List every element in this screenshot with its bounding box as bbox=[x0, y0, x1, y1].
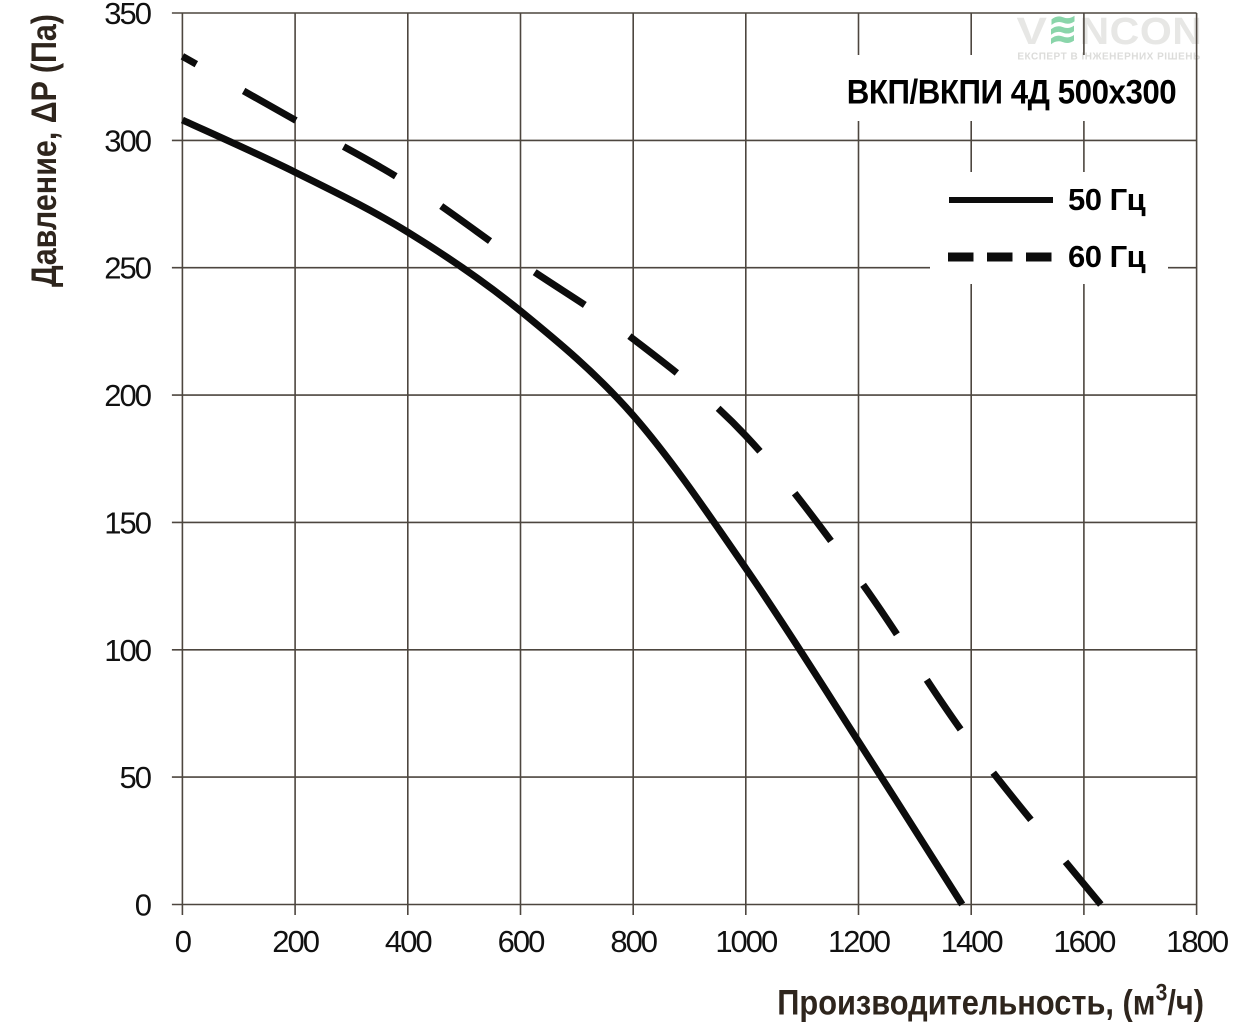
svg-text:800: 800 bbox=[610, 924, 657, 959]
svg-text:0: 0 bbox=[135, 888, 152, 923]
svg-text:ВКП/ВКПИ 4Д 500x300: ВКП/ВКПИ 4Д 500x300 bbox=[847, 72, 1176, 111]
svg-text:100: 100 bbox=[104, 633, 151, 668]
svg-text:200: 200 bbox=[104, 378, 151, 413]
svg-text:50: 50 bbox=[120, 760, 152, 795]
svg-text:50 Гц: 50 Гц bbox=[1068, 182, 1146, 217]
svg-text:150: 150 bbox=[104, 505, 151, 540]
svg-text:350: 350 bbox=[104, 0, 151, 31]
svg-text:300: 300 bbox=[104, 123, 151, 158]
svg-text:ЕКСПЕРТ В ІНЖЕНЕРНИХ РІШЕНЬ: ЕКСПЕРТ В ІНЖЕНЕРНИХ РІШЕНЬ bbox=[1017, 52, 1200, 63]
svg-text:Давление, ΔP (Па): Давление, ΔP (Па) bbox=[24, 14, 63, 287]
svg-text:1600: 1600 bbox=[1053, 924, 1116, 959]
svg-text:Производительность, (м3/ч): Производительность, (м3/ч) bbox=[777, 979, 1204, 1022]
svg-text:1400: 1400 bbox=[941, 924, 1004, 959]
svg-text:1200: 1200 bbox=[828, 924, 891, 959]
svg-text:0: 0 bbox=[175, 924, 192, 959]
svg-text:250: 250 bbox=[104, 251, 151, 286]
svg-text:600: 600 bbox=[498, 924, 545, 959]
svg-text:1000: 1000 bbox=[715, 924, 778, 959]
svg-text:200: 200 bbox=[272, 924, 319, 959]
svg-text:400: 400 bbox=[385, 924, 432, 959]
svg-text:1800: 1800 bbox=[1166, 924, 1229, 959]
svg-text:NCON: NCON bbox=[1080, 10, 1203, 52]
svg-text:60 Гц: 60 Гц bbox=[1068, 239, 1146, 274]
svg-text:V: V bbox=[1017, 10, 1048, 53]
